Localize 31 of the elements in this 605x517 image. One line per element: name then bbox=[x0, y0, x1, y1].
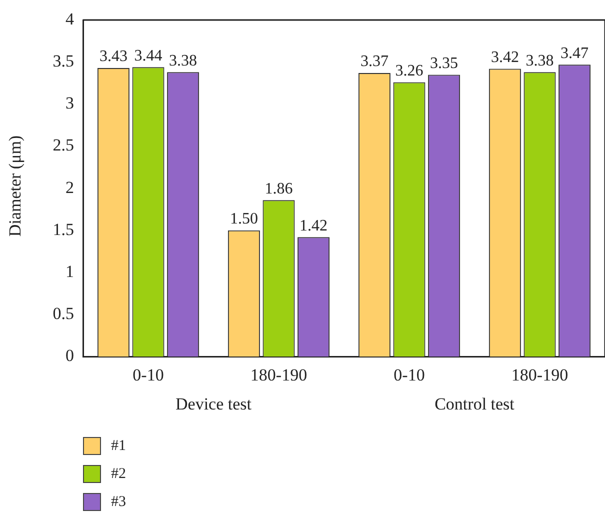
x-tick-label: 0-10 bbox=[394, 365, 425, 384]
data-label: 1.86 bbox=[264, 180, 293, 198]
data-label: 3.43 bbox=[99, 48, 128, 66]
data-label: 3.26 bbox=[395, 62, 424, 80]
legend-label: #3 bbox=[111, 494, 126, 510]
data-label: 3.35 bbox=[430, 54, 458, 72]
y-tick-label: 1 bbox=[66, 262, 74, 281]
x-tick-label: 0-10 bbox=[132, 365, 164, 384]
text: Control test bbox=[434, 394, 515, 414]
y-tick-label: 1.5 bbox=[52, 220, 74, 239]
data-label: 3.47 bbox=[560, 44, 589, 62]
data-label: 1.42 bbox=[300, 217, 328, 234]
y-tick-label: 2.5 bbox=[52, 136, 74, 155]
y-tick-label: 3.5 bbox=[52, 52, 74, 71]
x-tick-label: 180-190 bbox=[250, 365, 308, 384]
data-label: 3.37 bbox=[360, 53, 388, 70]
y-tick-label: 4 bbox=[66, 9, 74, 28]
data-label: 3.44 bbox=[134, 47, 162, 64]
data-label: 1.50 bbox=[230, 210, 258, 228]
data-label: 3.38 bbox=[526, 52, 554, 70]
data-label: 3.42 bbox=[490, 49, 519, 66]
text: Device test bbox=[176, 394, 252, 414]
y-tick-label: 3 bbox=[66, 94, 74, 113]
y-tick-label: 0 bbox=[66, 346, 74, 366]
y-tick-label: 0.5 bbox=[52, 304, 74, 323]
y-tick-label: 2 bbox=[66, 178, 74, 197]
y-axis-title: Diameter (μm) bbox=[6, 135, 26, 237]
legend-label: #2 bbox=[111, 466, 126, 482]
data-label: 3.38 bbox=[169, 52, 198, 70]
x-tick-label: 180-190 bbox=[511, 365, 568, 384]
legend-label: #1 bbox=[111, 438, 126, 454]
